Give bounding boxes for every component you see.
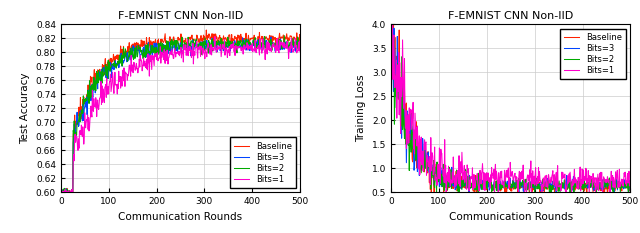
Baseline [200, 38, 208, 41]
Bits=2 [530, 182, 538, 185]
Baseline [390, 17, 397, 19]
Bits=3 [503, 181, 511, 184]
Bits=1 [627, 184, 634, 187]
Bits=2 [187, 39, 195, 42]
Bits=1 [200, 51, 208, 54]
Bits=2 [60, 191, 68, 194]
Y-axis label: Training Loss: Training Loss [356, 75, 366, 142]
Bits=2 [200, 40, 208, 43]
Bits=3 [296, 41, 304, 44]
Bits=3 [58, 191, 65, 193]
Bits=2 [621, 186, 629, 189]
Baseline [388, 62, 396, 65]
Baseline [502, 186, 510, 189]
Line: Baseline: Baseline [392, 18, 630, 195]
Baseline [627, 188, 634, 190]
Baseline [296, 35, 304, 38]
Bits=3 [253, 44, 261, 47]
Y-axis label: Test Accuracy: Test Accuracy [20, 73, 30, 144]
Baseline [622, 187, 630, 189]
Baseline [172, 41, 179, 44]
Bits=1 [584, 180, 591, 182]
Bits=3 [622, 184, 630, 187]
Baseline [518, 186, 525, 189]
Baseline [504, 180, 511, 183]
Bits=2 [584, 183, 591, 186]
Bits=3 [291, 50, 299, 53]
Bits=3 [267, 36, 275, 38]
Bits=1 [296, 46, 304, 49]
Baseline [584, 184, 592, 187]
Bits=3 [200, 47, 208, 50]
Baseline [291, 38, 299, 41]
Bits=3 [531, 183, 538, 185]
Bits=1 [503, 176, 511, 178]
Legend: Baseline, Bits=3, Bits=2, Bits=1: Baseline, Bits=3, Bits=2, Bits=1 [560, 29, 626, 79]
Bits=3 [187, 55, 195, 57]
Bits=2 [547, 193, 555, 196]
Bits=2 [627, 186, 634, 189]
Bits=2 [253, 47, 261, 50]
Bits=2 [291, 41, 299, 43]
Bits=1 [621, 171, 629, 174]
Bits=1 [388, 14, 396, 16]
Bits=1 [172, 50, 179, 53]
Bits=3 [173, 49, 180, 52]
Bits=1 [58, 191, 65, 194]
Title: F-EMNIST CNN Non-IID: F-EMNIST CNN Non-IID [448, 11, 573, 21]
Bits=3 [515, 192, 523, 195]
Baseline [202, 29, 210, 31]
Bits=1 [442, 193, 450, 196]
Bits=3 [627, 191, 634, 194]
Bits=3 [388, 17, 396, 20]
Baseline [428, 193, 435, 196]
Line: Bits=3: Bits=3 [392, 18, 630, 193]
Bits=1 [187, 53, 195, 56]
Line: Bits=1: Bits=1 [61, 37, 300, 192]
Bits=1 [517, 178, 525, 181]
Baseline [58, 188, 65, 190]
Legend: Baseline, Bits=3, Bits=2, Bits=1: Baseline, Bits=3, Bits=2, Bits=1 [230, 137, 296, 188]
Bits=2 [280, 34, 288, 37]
Baseline [187, 36, 195, 38]
Bits=3 [172, 49, 179, 52]
Baseline [254, 35, 262, 38]
Line: Bits=2: Bits=2 [392, 20, 630, 195]
Bits=2 [296, 44, 304, 46]
Bits=1 [531, 175, 538, 178]
Line: Bits=1: Bits=1 [392, 15, 630, 195]
Bits=2 [58, 190, 65, 193]
Bits=3 [388, 53, 396, 56]
Bits=1 [58, 189, 65, 192]
Line: Bits=2: Bits=2 [61, 36, 300, 192]
Line: Bits=3: Bits=3 [61, 37, 300, 192]
Bits=2 [172, 45, 179, 48]
Baseline [173, 42, 180, 45]
Bits=2 [502, 183, 510, 185]
Bits=1 [291, 37, 299, 40]
Bits=1 [502, 180, 509, 182]
Bits=2 [173, 46, 180, 48]
Bits=3 [584, 184, 592, 186]
Bits=2 [388, 19, 396, 22]
Baseline [531, 185, 538, 188]
Bits=3 [58, 191, 65, 194]
Baseline [58, 191, 65, 194]
Bits=3 [502, 182, 509, 185]
Bits=1 [254, 46, 262, 49]
X-axis label: Communication Rounds: Communication Rounds [449, 212, 573, 222]
Line: Baseline: Baseline [61, 30, 300, 192]
Bits=2 [517, 182, 525, 185]
Bits=2 [501, 178, 509, 181]
Title: F-EMNIST CNN Non-IID: F-EMNIST CNN Non-IID [118, 11, 243, 21]
X-axis label: Communication Rounds: Communication Rounds [118, 212, 243, 222]
Bits=1 [173, 51, 180, 54]
Bits=1 [211, 35, 219, 38]
Bits=3 [518, 186, 525, 188]
